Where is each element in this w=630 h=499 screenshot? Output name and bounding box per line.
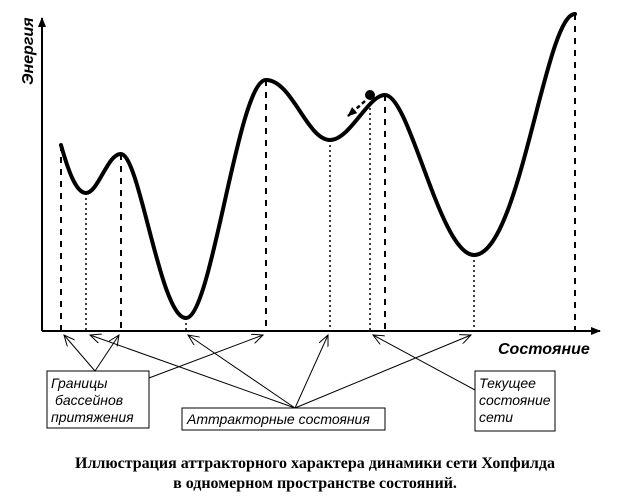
current-line-2: состояние [479,392,551,408]
y-axis-label: Энергия [20,17,37,85]
attractors-label: Аттракторные состояния [186,411,370,427]
boundary-pointer-arrows [64,335,263,379]
caption-line-2: в одномерном пространстве состояний. [173,475,457,492]
current-line-3: сети [479,409,513,425]
attractor-drop-lines [85,140,475,331]
x-axis-label: Состояние [498,341,590,358]
current-line-1: Текущее [479,375,536,391]
boundaries-line-1: Границы [51,375,108,391]
caption-line-1: Иллюстрация аттракторного характера дина… [75,455,555,472]
boundaries-box: Границы бассейнов притяжения [46,370,150,429]
attractors-box: Аттракторные состояния [181,407,386,431]
current-state-dot [365,90,375,100]
current-state-pointer-arrow [373,335,476,391]
attractor-pointer-arrows [90,335,471,409]
current-state-box: Текущее состояние сети [474,370,556,432]
boundary-drop-lines [60,14,576,331]
descent-arrow [347,100,366,117]
energy-curve [59,12,577,321]
boundaries-line-2: бассейнов [55,392,123,408]
boundaries-line-3: притяжения [51,409,134,425]
